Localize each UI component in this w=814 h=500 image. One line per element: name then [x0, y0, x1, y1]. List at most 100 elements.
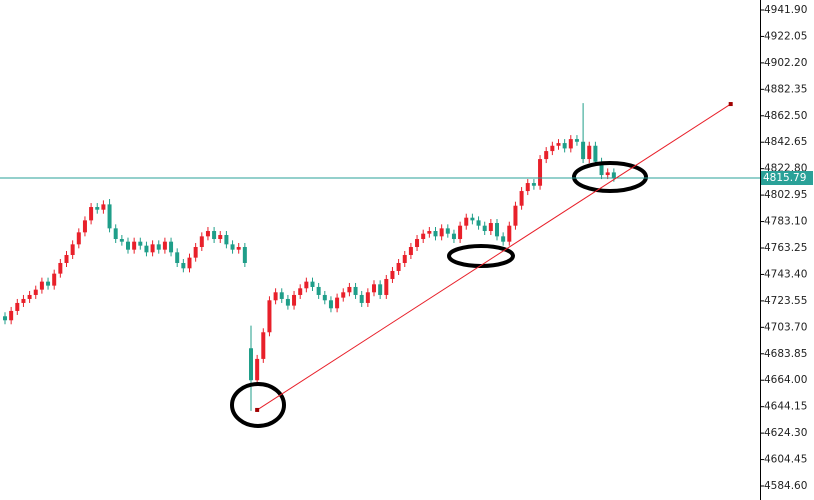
- candle-body: [316, 286, 321, 295]
- candle-body: [341, 292, 346, 298]
- candle-body: [556, 143, 561, 146]
- candle-body: [82, 220, 87, 233]
- candle-body: [390, 270, 395, 279]
- trendline-anchor: [255, 407, 260, 412]
- candle-body: [488, 223, 493, 232]
- candle-body: [359, 294, 364, 303]
- candle-body: [427, 231, 432, 234]
- y-tick-label: 4802.95: [764, 189, 807, 201]
- candle-body: [126, 241, 130, 250]
- candle-body: [181, 262, 186, 269]
- highlight-ellipse: [572, 161, 648, 193]
- candle-body: [156, 244, 161, 250]
- candle-body: [33, 289, 38, 295]
- candle-body: [261, 332, 266, 359]
- candle-body: [470, 217, 475, 221]
- last-price-box: [761, 171, 813, 186]
- candle-body: [513, 205, 518, 226]
- candle-body: [236, 247, 241, 250]
- candle-body: [402, 254, 407, 263]
- candle-body: [593, 145, 598, 162]
- candle-body: [538, 159, 543, 186]
- y-tick-label: 4922.05: [764, 30, 807, 42]
- candle-body: [439, 228, 444, 237]
- candle-body: [89, 207, 94, 221]
- candle-body: [464, 217, 469, 226]
- candle-body: [76, 232, 81, 245]
- candle-body: [58, 262, 63, 274]
- candle-body: [451, 233, 456, 240]
- candle-body: [9, 310, 14, 321]
- candle-body: [328, 300, 333, 309]
- candle-body: [544, 151, 549, 160]
- candle-body: [162, 241, 167, 250]
- candle-body: [230, 244, 235, 250]
- y-tick-label: 4862.50: [764, 110, 807, 122]
- highlight-ellipse: [230, 382, 286, 428]
- candle-body: [298, 288, 303, 295]
- candle-body: [46, 281, 51, 286]
- candle-body: [150, 244, 155, 253]
- candle-body: [199, 236, 204, 248]
- candle-body: [415, 239, 420, 248]
- candle-body: [507, 225, 512, 242]
- y-tick-label: 4683.85: [764, 348, 807, 360]
- candle-body: [193, 247, 198, 258]
- candle-body: [408, 247, 413, 255]
- y-tick-label: 4842.65: [764, 136, 807, 148]
- candle-body: [304, 281, 309, 289]
- candle-body: [169, 241, 174, 253]
- candle-body: [205, 231, 210, 237]
- candle-body: [107, 204, 112, 229]
- candle-body: [476, 220, 481, 226]
- y-tick-label: 4723.55: [764, 295, 807, 307]
- candle-body: [144, 245, 149, 253]
- candle-body: [15, 302, 20, 311]
- y-tick-label: 4664.00: [764, 374, 807, 386]
- y-tick-label: 4783.10: [764, 216, 807, 228]
- candle-body: [587, 145, 592, 160]
- y-tick-label: 4763.25: [764, 242, 807, 254]
- candle-body: [249, 348, 253, 381]
- candle-body: [353, 286, 358, 295]
- candle-body: [531, 183, 536, 186]
- candle-body: [273, 292, 278, 301]
- candle-body: [365, 292, 370, 303]
- candle-body: [27, 294, 32, 299]
- candle-body: [396, 262, 401, 271]
- candle-body: [267, 300, 272, 333]
- trendline-anchor: [728, 102, 733, 107]
- candle-body: [39, 281, 44, 290]
- candle-body: [562, 143, 567, 149]
- annotations: [230, 161, 648, 428]
- candle-body: [458, 225, 463, 240]
- highlight-ellipse: [447, 244, 515, 268]
- candle-body: [599, 161, 604, 176]
- y-tick-label: 4584.60: [764, 480, 807, 492]
- candle-body: [132, 241, 137, 250]
- candle-body: [421, 233, 426, 240]
- candle-body: [433, 231, 438, 237]
- candle-body: [322, 294, 327, 301]
- candle-body: [3, 316, 7, 321]
- candle-body: [384, 278, 389, 295]
- y-tick-label: 4882.35: [764, 83, 807, 95]
- candle-body: [101, 204, 106, 210]
- candle-body: [611, 172, 616, 179]
- candle-body: [285, 298, 290, 306]
- y-tick-label: 4644.15: [764, 401, 807, 413]
- candle-body: [550, 145, 555, 152]
- trendline: [256, 103, 731, 411]
- candle-body: [335, 297, 340, 309]
- y-tick-label: 4703.70: [764, 321, 807, 333]
- candle-body: [218, 235, 223, 240]
- y-tick-label: 4624.30: [764, 427, 807, 439]
- candle-body: [138, 241, 143, 246]
- candle-body: [568, 139, 573, 149]
- candle-body: [52, 273, 57, 286]
- candle-body: [347, 286, 352, 293]
- y-tick-label: 4604.45: [764, 454, 807, 466]
- plot-area: [3, 103, 616, 411]
- candle-body: [242, 247, 247, 263]
